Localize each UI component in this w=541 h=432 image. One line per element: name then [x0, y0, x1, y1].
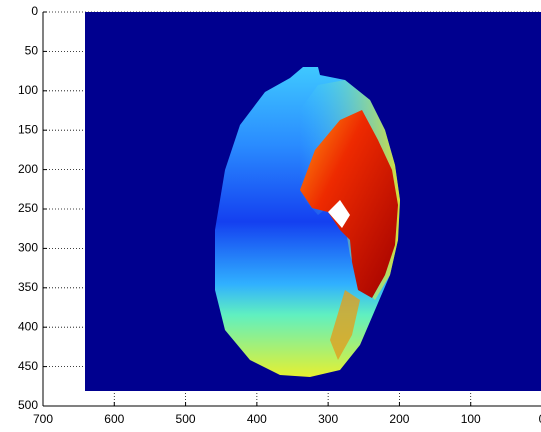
y-tick-label: 150 — [18, 122, 38, 136]
x-tick-label: 100 — [461, 412, 481, 426]
image-red-region — [300, 110, 398, 298]
x-tick-label: 0 — [539, 412, 541, 426]
y-tick-label: 250 — [18, 201, 38, 215]
y-tick-label: 200 — [18, 162, 38, 176]
y-tick-label: 400 — [18, 319, 38, 333]
y-tick-label: 350 — [18, 280, 38, 294]
y-tick-label: 100 — [18, 83, 38, 97]
y-tick-label: 300 — [18, 241, 38, 255]
x-tick-label: 500 — [176, 412, 196, 426]
image-gap — [328, 200, 350, 228]
x-tick-label: 700 — [33, 412, 53, 426]
y-tick-label: 50 — [25, 44, 39, 58]
image-orange-edge — [330, 290, 360, 360]
x-tick-label: 400 — [247, 412, 267, 426]
x-tick-label: 200 — [389, 412, 409, 426]
y-tick-label: 450 — [18, 359, 38, 373]
y-tick-label: 500 — [18, 398, 38, 412]
y-tick-label: 0 — [31, 4, 38, 18]
image — [85, 12, 541, 391]
x-tick-label: 300 — [318, 412, 338, 426]
x-tick-label: 600 — [104, 412, 124, 426]
